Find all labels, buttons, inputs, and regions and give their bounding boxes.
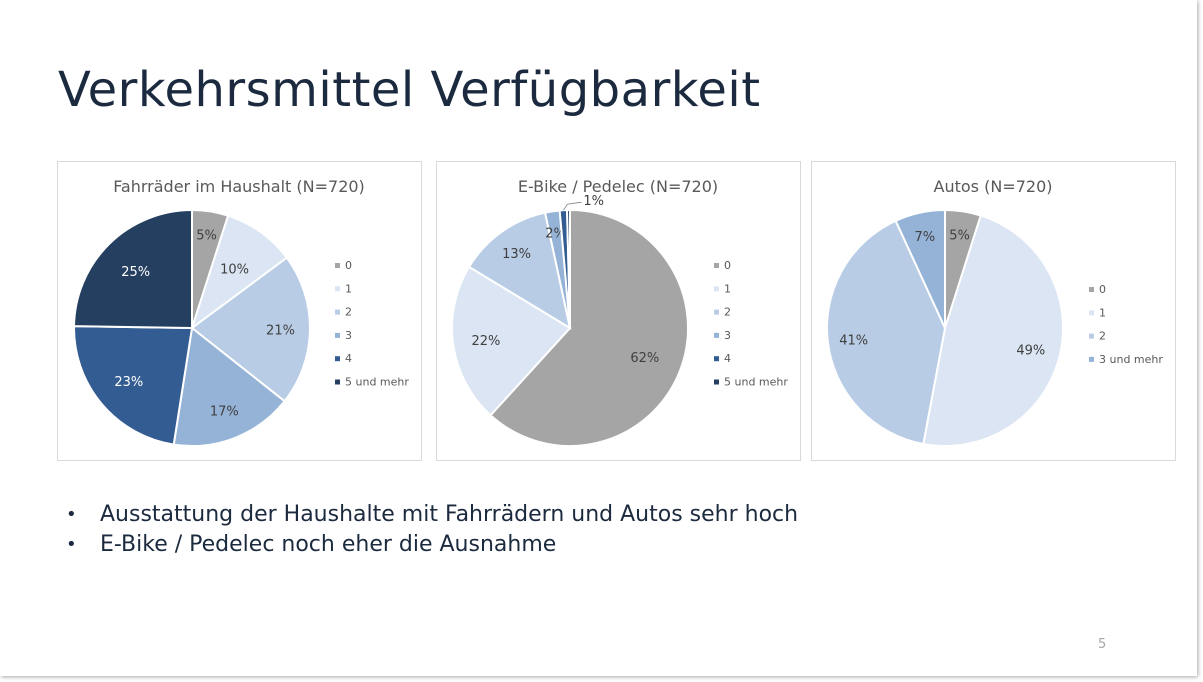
- legend-entry: 2: [1099, 330, 1106, 343]
- pie-slice-2: [826, 219, 947, 446]
- legend-entry: 1: [1099, 306, 1106, 319]
- chart-ebike-svg: E-Bike / Pedelec (N=720)62%22%13%2%1%012…: [451, 177, 788, 447]
- legend-entry: 4: [345, 352, 352, 365]
- bullet-item: • E-Bike / Pedelec noch eher die Ausnahm…: [64, 530, 798, 560]
- pie-slice-3-und-mehr: [894, 208, 946, 329]
- bullet-dot: •: [66, 504, 77, 525]
- bullet-list: • Ausstattung der Haushalte mit Fahrräde…: [64, 500, 798, 560]
- chart-fahrraeder: Fahrräder im Haushalt (N=720) 5% 10% 21% 17%…: [57, 161, 422, 461]
- bullet-text: E-Bike / Pedelec noch eher die Ausnahme: [100, 532, 557, 557]
- legend-swatch: [1089, 356, 1094, 362]
- legend-entry: 2: [345, 306, 352, 319]
- legend-swatch: [1089, 310, 1094, 316]
- pie-slice-2: [190, 256, 311, 403]
- callout-line: [563, 201, 582, 211]
- page-number: 5: [1098, 637, 1107, 652]
- legend-swatch: [335, 379, 340, 385]
- pie-slice-4: [73, 325, 194, 446]
- legend-swatch: [335, 286, 340, 292]
- slide-title: Verkehrsmittel Verfügbarkeit: [58, 62, 761, 118]
- pie-slice-5-und-mehr: [72, 208, 193, 330]
- chart-ebike: E-Bike / Pedelec (N=720) 62% 22% 13% 2% 1% 0 1 2…: [436, 161, 801, 461]
- legend-swatch: [714, 286, 719, 292]
- pie-slice-2: [467, 211, 572, 331]
- data-label: 17%: [210, 404, 239, 419]
- legend-swatch: [335, 332, 340, 338]
- chart-title: E-Bike / Pedelec (N=720): [518, 177, 718, 196]
- legend-swatch: [1089, 287, 1094, 292]
- legend-swatch: [714, 332, 719, 338]
- data-label: 5%: [196, 229, 217, 244]
- legend-entry: 4: [724, 352, 731, 365]
- bullet-item: • Ausstattung der Haushalte mit Fahrräde…: [64, 500, 798, 530]
- legend-entry: 3: [345, 329, 352, 342]
- chart-title: Autos (N=720): [934, 177, 1053, 196]
- bullet-text: Ausstattung der Haushalte mit Fahrrädern…: [100, 502, 799, 527]
- legend-entry: 3 und mehr: [1099, 353, 1163, 366]
- legend-entry: 0: [724, 259, 731, 272]
- data-label: 41%: [839, 333, 868, 348]
- pie-slice-1: [451, 265, 572, 417]
- pie-slice-5-und-mehr: [566, 208, 571, 329]
- chart-autos: Autos (N=720) 5% 49% 41% 7% 0 1 2 3 und mehr: [811, 161, 1176, 461]
- data-label: 22%: [471, 334, 500, 349]
- data-label: 49%: [1016, 344, 1045, 359]
- bullet-dot: •: [66, 534, 77, 555]
- chart-autos-svg: Autos (N=720) 5% 49% 41% 7% 0 1 2 3 und mehr: [826, 177, 1163, 447]
- legend-entry: 1: [724, 282, 731, 295]
- data-label: 62%: [630, 351, 659, 366]
- data-label: 25%: [121, 265, 150, 280]
- legend-swatch: [335, 263, 340, 268]
- pie-slice-1: [922, 214, 1064, 447]
- legend-swatch: [1089, 333, 1094, 339]
- legend-swatch: [714, 309, 719, 315]
- data-label: 10%: [220, 263, 249, 278]
- data-label: 21%: [266, 323, 295, 338]
- data-label: 23%: [114, 375, 143, 390]
- data-label: 13%: [502, 247, 531, 262]
- legend-swatch: [714, 379, 719, 385]
- legend-swatch: [714, 356, 719, 362]
- chart-title: Fahrräder im Haushalt (N=720): [113, 177, 365, 196]
- legend-entry: 5 und mehr: [345, 376, 409, 389]
- legend-swatch: [714, 263, 719, 268]
- pie-slice-3: [172, 326, 286, 448]
- data-label: 7%: [914, 230, 935, 245]
- pie-slice-0: [489, 208, 689, 447]
- legend-entry: 0: [345, 259, 352, 272]
- data-label: 5%: [949, 229, 970, 244]
- data-label: 1%: [583, 194, 604, 209]
- legend-swatch: [335, 309, 340, 315]
- legend-entry: 2: [724, 306, 731, 319]
- chart-fahrraeder-svg: Fahrräder im Haushalt (N=720) 5% 10% 21% 17%…: [72, 177, 409, 448]
- legend-entry: 5 und mehr: [724, 376, 788, 389]
- legend-swatch: [335, 356, 340, 362]
- legend-entry: 1: [345, 282, 352, 295]
- pie-slice-1: [190, 214, 289, 331]
- legend-entry: 3: [724, 329, 731, 342]
- legend-entry: 0: [1099, 283, 1106, 296]
